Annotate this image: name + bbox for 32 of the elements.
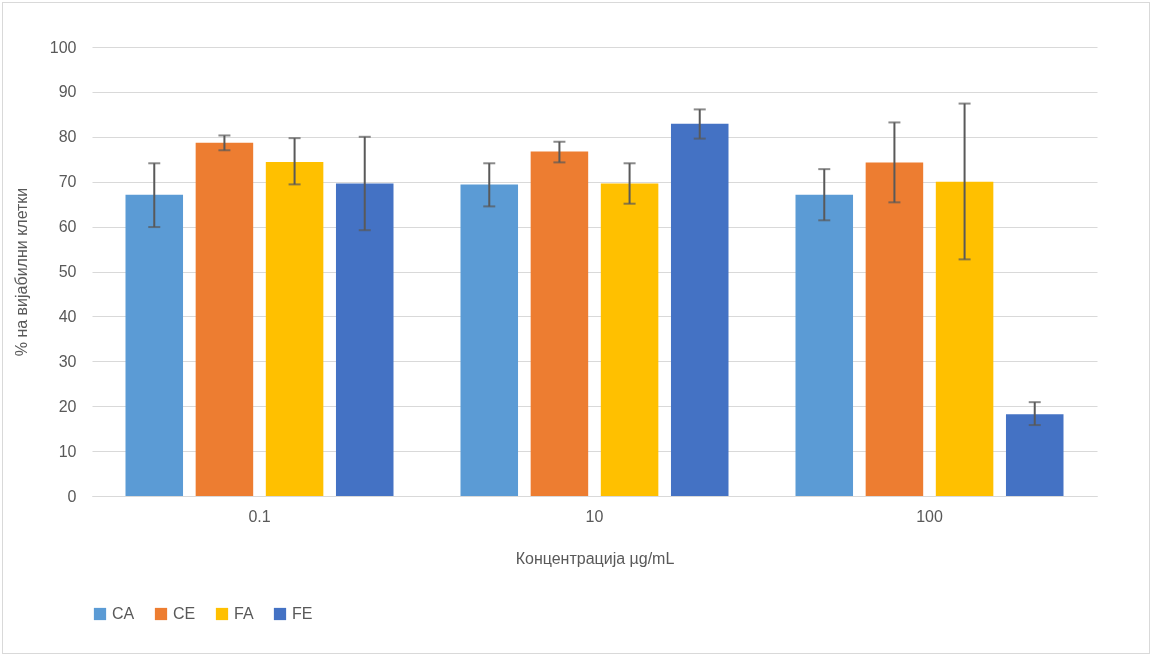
- legend-label: FA: [234, 605, 254, 622]
- y-tick-label: 80: [58, 128, 77, 146]
- x-axis-title: Концентрација µg/mL: [515, 549, 675, 567]
- y-tick-label: 60: [58, 218, 77, 236]
- y-tick-label: 50: [58, 263, 77, 280]
- x-tick-label: 10: [585, 507, 604, 525]
- y-tick-label: 20: [58, 397, 77, 415]
- legend-label: CA: [112, 605, 135, 622]
- bar: [1005, 414, 1064, 496]
- x-tick-label: 0.1: [248, 507, 271, 525]
- y-tick-label: 10: [58, 442, 77, 460]
- y-tick-label: 90: [58, 83, 77, 101]
- legend-label: FE: [292, 605, 313, 622]
- bar: [935, 181, 994, 496]
- bar: [795, 194, 854, 496]
- bar: [335, 183, 394, 496]
- bar: [125, 194, 184, 496]
- bar: [530, 151, 589, 496]
- y-tick-label: 30: [58, 352, 77, 370]
- bar: [195, 142, 254, 496]
- x-tick-label: 100: [916, 507, 943, 525]
- y-tick-label: 70: [58, 173, 77, 191]
- bar: [600, 183, 659, 496]
- legend-label: CE: [173, 605, 196, 622]
- bar: [670, 123, 729, 496]
- y-axis-title: % на вијабилни клетки: [12, 187, 30, 357]
- y-tick-label: 100: [49, 38, 77, 56]
- y-tick-label: 0: [67, 487, 77, 505]
- bar: [865, 162, 924, 496]
- y-tick-label: 40: [58, 307, 77, 325]
- bar: [265, 161, 324, 496]
- bar: [460, 184, 519, 496]
